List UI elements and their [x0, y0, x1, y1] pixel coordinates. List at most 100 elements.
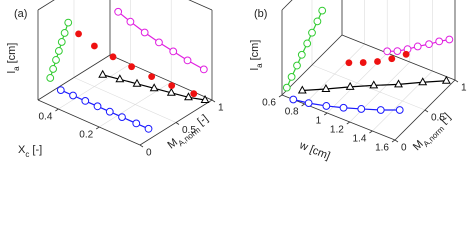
- x-tick-label: 0.6: [262, 98, 276, 109]
- marker: [345, 59, 353, 67]
- x-tick: [95, 126, 100, 130]
- marker: [297, 85, 307, 94]
- marker: [98, 69, 108, 78]
- x-tick-label: 1.2: [330, 125, 344, 136]
- z-axis-label-part: a: [255, 63, 264, 68]
- marker: [148, 73, 156, 80]
- marker: [318, 6, 327, 15]
- z-axis-label: la [cm]: [6, 43, 21, 74]
- marker: [144, 124, 153, 133]
- panel-title: (b): [254, 8, 267, 20]
- marker: [435, 37, 444, 46]
- y-tick-label: 1: [218, 103, 224, 114]
- marker: [105, 107, 114, 116]
- marker: [413, 42, 422, 51]
- marker: [445, 35, 454, 44]
- marker: [184, 92, 193, 101]
- x-tick: [391, 139, 396, 143]
- marker: [69, 91, 77, 100]
- marker: [56, 86, 65, 94]
- marker: [126, 17, 135, 26]
- grid-line: [73, 77, 177, 123]
- marker: [118, 113, 126, 121]
- marker: [81, 97, 90, 105]
- marker: [200, 94, 210, 103]
- x-tick-label: 1.6: [375, 143, 389, 154]
- marker: [357, 105, 366, 113]
- marker: [64, 18, 73, 27]
- marker: [393, 47, 402, 55]
- x-axis-label: w [cm]: [297, 139, 332, 162]
- y-tick: [211, 99, 216, 103]
- box-edge: [37, 0, 55, 11]
- marker: [140, 28, 149, 37]
- z-axis-label-part: l: [6, 71, 18, 73]
- marker: [303, 39, 312, 48]
- y-tick-label: 0: [401, 143, 407, 154]
- marker: [321, 83, 331, 92]
- marker: [75, 30, 82, 38]
- x-tick-label: 1: [316, 116, 322, 127]
- marker: [388, 55, 396, 63]
- x-tick: [301, 103, 305, 107]
- marker: [394, 79, 403, 88]
- box-edge: [281, 94, 396, 141]
- marker: [57, 38, 66, 46]
- marker: [418, 77, 428, 86]
- marker: [339, 103, 348, 112]
- x-tick: [346, 121, 351, 125]
- marker: [293, 61, 301, 70]
- z-axis-label: la [cm]: [249, 40, 264, 71]
- y-tick: [139, 144, 144, 148]
- y-tick-label: 0.5: [431, 113, 445, 124]
- x-tick: [369, 130, 373, 134]
- x-axis-label-part: c: [25, 150, 29, 159]
- marker: [132, 119, 141, 128]
- marker: [304, 99, 313, 107]
- z-axis-label-part: [cm]: [249, 40, 261, 64]
- x-tick-label: 0.8: [285, 107, 299, 118]
- grid-line: [311, 64, 426, 111]
- marker: [54, 47, 63, 55]
- marker: [132, 78, 142, 87]
- marker: [168, 82, 176, 89]
- x-axis-label-part: w [cm]: [297, 139, 332, 162]
- z-axis-label-part: [cm]: [6, 43, 18, 67]
- box-edge: [37, 99, 141, 146]
- box-edge: [341, 34, 456, 81]
- x-axis-label: Xc [-]: [18, 144, 42, 159]
- marker: [297, 50, 306, 59]
- marker: [425, 40, 433, 49]
- y-tick-label: 0: [146, 148, 152, 159]
- z-axis-label-part: a: [12, 66, 21, 71]
- box-edge: [37, 54, 111, 101]
- marker: [169, 47, 178, 56]
- x-axis-label-part: [-]: [29, 144, 42, 156]
- box-edge: [188, 0, 213, 11]
- marker: [402, 50, 410, 58]
- y-axis-label: MA,norm [-]: [165, 112, 212, 153]
- marker: [166, 87, 176, 96]
- marker: [322, 102, 331, 110]
- marker: [114, 7, 123, 16]
- marker: [52, 56, 60, 64]
- figure: 0.20.400.51(a)Xc [-] MA,norm [-]la [cm]0.…: [6, 0, 467, 162]
- marker: [115, 74, 125, 83]
- y-tick: [394, 139, 399, 143]
- y-tick: [175, 122, 180, 125]
- marker: [93, 102, 102, 111]
- marker: [395, 106, 404, 114]
- y-tick: [424, 109, 429, 113]
- marker: [289, 95, 298, 104]
- marker: [383, 47, 392, 56]
- marker: [60, 29, 69, 37]
- marker: [128, 63, 136, 71]
- marker: [199, 65, 208, 74]
- x-tick: [278, 94, 283, 98]
- x-tick-label: 0.4: [38, 112, 52, 123]
- marker: [359, 59, 367, 66]
- x-tick-label: 1.4: [352, 134, 366, 145]
- y-tick-label: 0.5: [182, 125, 196, 136]
- marker: [109, 53, 117, 61]
- x-tick: [323, 112, 328, 116]
